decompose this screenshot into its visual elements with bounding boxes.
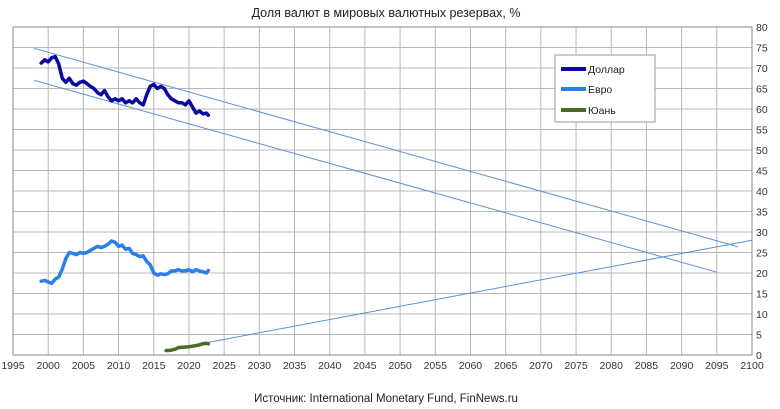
series-line-dollar [39, 54, 211, 117]
y-tick-label: 10 [756, 309, 768, 321]
x-tick-label: 2005 [72, 360, 96, 372]
x-axis-tick-labels: 1995 2000 2005 2010 2015 2020 2025 2030 2035 2040… [1, 360, 764, 372]
x-tick-label: 2000 [37, 360, 61, 372]
y-tick-label: 50 [756, 145, 768, 157]
x-tick-label: 2035 [283, 360, 307, 372]
y-tick-label: 20 [756, 268, 768, 280]
x-tick-label: 2040 [318, 360, 342, 372]
trend-line-1 [33, 47, 739, 248]
y-tick-label: 45 [756, 166, 768, 178]
y-tick-label: 80 [756, 22, 768, 34]
series-line-euro [39, 239, 211, 286]
legend-label-euro: Евро [588, 84, 612, 96]
legend: Доллар Евро Юань [554, 54, 656, 123]
y-tick-label: 75 [756, 43, 768, 55]
y-tick-label: 5 [756, 330, 762, 342]
y-tick-label: 35 [756, 207, 768, 219]
x-tick-label: 2070 [529, 360, 553, 372]
trend-line-3 [206, 239, 753, 344]
x-tick-label: 1995 [1, 360, 25, 372]
x-tick-label: 2045 [353, 360, 377, 372]
trend-line-2 [33, 79, 717, 273]
x-tick-label: 2100 [740, 360, 764, 372]
y-tick-label: 15 [756, 289, 768, 301]
x-tick-label: 2010 [107, 360, 131, 372]
x-tick-label: 2085 [635, 360, 659, 372]
x-tick-label: 2095 [705, 360, 729, 372]
y-tick-label: 70 [756, 63, 768, 75]
y-tick-label: 40 [756, 186, 768, 198]
x-tick-label: 2030 [248, 360, 272, 372]
y-tick-label: 25 [756, 248, 768, 260]
x-tick-label: 2090 [670, 360, 694, 372]
y-tick-label: 60 [756, 104, 768, 116]
plot-area-border [12, 26, 753, 356]
x-tick-label: 2050 [388, 360, 412, 372]
x-tick-label: 2060 [459, 360, 483, 372]
y-tick-label: 30 [756, 227, 768, 239]
x-tick-label: 2015 [142, 360, 166, 372]
legend-label-yuan: Юань [588, 105, 616, 117]
chart-title: Доля валют в мировых валютных резервах, … [252, 6, 521, 20]
x-tick-label: 2075 [564, 360, 588, 372]
x-tick-label: 2025 [212, 360, 236, 372]
x-tick-label: 2020 [177, 360, 201, 372]
y-tick-label: 0 [756, 350, 762, 362]
chart-source: Источник: International Monetary Fund, F… [254, 393, 518, 405]
series-lines [39, 54, 211, 353]
x-tick-label: 2055 [424, 360, 448, 372]
y-axis-tick-labels: 0 5 10 15 20 25 30 35 40 45 50 55 60 65 70 75 80 [756, 22, 768, 362]
x-tick-label: 2080 [600, 360, 624, 372]
x-tick-label: 2065 [494, 360, 518, 372]
legend-label-dollar: Доллар [588, 64, 625, 76]
y-tick-label: 65 [756, 84, 768, 96]
y-tick-label: 55 [756, 125, 768, 137]
trend-lines [33, 47, 753, 344]
gridlines [12, 26, 753, 356]
series-line-yuan [164, 341, 211, 353]
